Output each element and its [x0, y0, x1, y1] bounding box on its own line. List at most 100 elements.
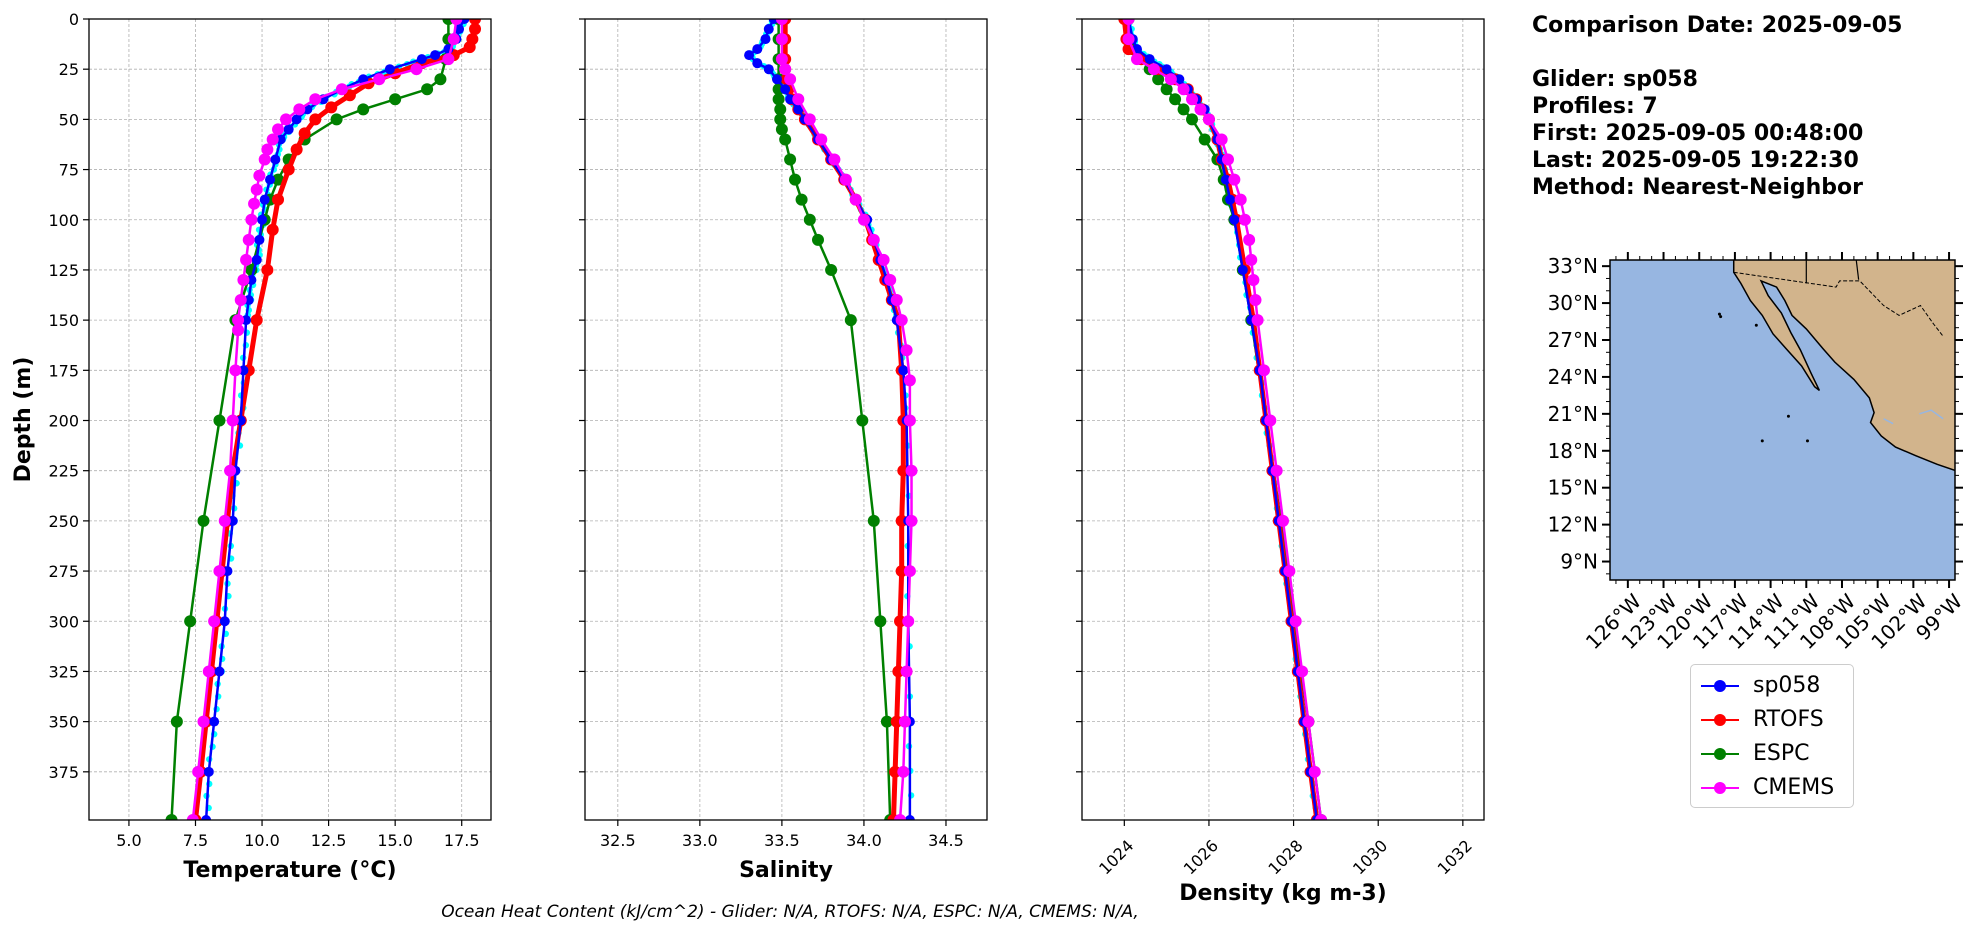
data-point: [895, 565, 908, 578]
series-line: [747, 19, 912, 820]
profile-panel-1: 5.0 7.5 10.0 12.5 15.0 17.5 0 25 50 75 100 125 150 17…: [48, 10, 492, 883]
island: [1754, 323, 1758, 327]
data-point: [903, 414, 916, 427]
data-point: [1198, 133, 1211, 146]
mainland: [1732, 260, 1955, 472]
data-point: [450, 19, 463, 25]
data-point: [373, 73, 386, 86]
legend-item-espc: ESPC: [1691, 739, 1851, 769]
data-point: [904, 815, 915, 820]
data-point: [213, 414, 226, 427]
data-point: [772, 93, 785, 106]
data-point: [775, 19, 788, 25]
data-point: [1131, 53, 1144, 66]
data-point: [1152, 73, 1165, 86]
series-line: [780, 19, 913, 820]
series-cmems: [1122, 19, 1328, 820]
data-point: [463, 41, 476, 54]
data-point: [246, 274, 257, 285]
lat-tick-label: 15°N: [1548, 476, 1598, 500]
data-point: [261, 263, 274, 276]
y-tick-label: 325: [48, 662, 79, 681]
x-axis-label: Density (kg m-3): [1179, 881, 1387, 906]
data-point: [282, 163, 295, 176]
data-point: [197, 715, 210, 728]
data-point: [771, 74, 782, 85]
x-axis-label: Temperature (°C): [183, 858, 396, 883]
axes-frame: [584, 18, 988, 821]
data-point: [785, 94, 796, 105]
series-espc: [772, 19, 897, 820]
lat-tick-label: 21°N: [1548, 402, 1598, 426]
data-point: [897, 765, 910, 778]
profile-count: Profiles: 7: [1532, 94, 1658, 119]
lat-tick-label: 27°N: [1548, 328, 1598, 352]
x-tick-label: 17.5: [444, 831, 480, 850]
island: [1719, 315, 1723, 319]
x-tick-label: 1030: [1349, 836, 1391, 878]
data-point: [184, 615, 197, 628]
data-point: [789, 173, 802, 186]
data-point: [1229, 214, 1240, 225]
data-point: [261, 143, 274, 156]
data-point: [272, 123, 285, 136]
data-point: [257, 214, 268, 225]
data-point: [1251, 314, 1264, 327]
data-point: [1221, 153, 1234, 166]
y-tick-label: 100: [48, 211, 79, 230]
data-point: [186, 814, 199, 820]
data-point: [410, 63, 423, 76]
island: [1786, 414, 1790, 418]
data-point: [248, 197, 261, 210]
data-point: [202, 665, 215, 678]
data-point: [1289, 615, 1302, 628]
data-point: [828, 153, 841, 166]
y-tick-label: 125: [48, 261, 79, 280]
island: [1805, 439, 1809, 443]
data-point: [275, 134, 286, 145]
data-point: [469, 19, 482, 25]
data-point: [430, 50, 441, 61]
data-point: [330, 113, 343, 126]
data-point: [894, 615, 907, 628]
x-tick-label: 34.5: [928, 831, 964, 850]
data-point: [1277, 514, 1289, 527]
legend-label: RTOFS: [1753, 707, 1824, 732]
plot-area: [744, 19, 918, 820]
data-point: [898, 715, 911, 728]
data-point: [447, 33, 460, 46]
series-cmems: [775, 19, 918, 820]
data-point: [291, 114, 302, 125]
x-tick-label: 5.0: [116, 831, 141, 850]
data-point: [258, 153, 271, 166]
data-point: [877, 253, 890, 266]
data-point: [892, 665, 905, 678]
data-point: [203, 766, 214, 777]
data-point: [1237, 264, 1248, 275]
legend-label: ESPC: [1753, 741, 1810, 766]
data-point: [784, 153, 797, 166]
series-cmems: [186, 19, 463, 820]
y-tick-label: 200: [48, 412, 79, 431]
data-point: [290, 143, 303, 156]
data-point: [890, 294, 903, 307]
x-tick-label: 10.0: [244, 831, 280, 850]
x-tick-label: 7.5: [183, 831, 208, 850]
legend-item-rtofs: RTOFS: [1691, 705, 1851, 735]
series-rtofs: [779, 19, 910, 820]
x-tick-label: 1024: [1095, 836, 1137, 878]
data-point: [224, 464, 237, 477]
data-point: [811, 233, 824, 246]
data-point: [1202, 113, 1215, 126]
profile-panel-3: 1024 1026 1028 1030 1032 Density (kg m-3): [1076, 18, 1485, 906]
data-point: [884, 273, 897, 286]
data-point: [874, 615, 887, 628]
y-tick-label: 75: [59, 161, 79, 180]
data-point: [241, 315, 252, 326]
data-point: [763, 24, 774, 35]
data-point: [1164, 73, 1177, 86]
data-point: [1147, 63, 1160, 76]
series-line: [777, 19, 892, 820]
data-point: [1225, 194, 1236, 205]
